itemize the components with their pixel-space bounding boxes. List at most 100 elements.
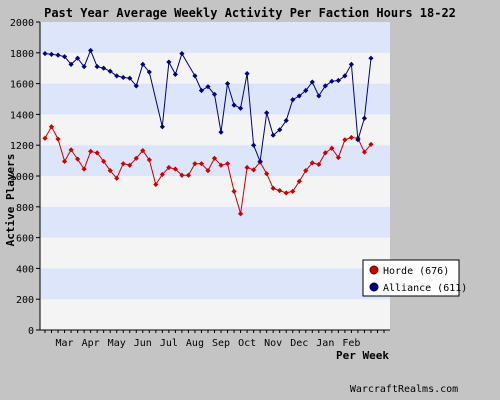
data-point-horde — [211, 155, 218, 161]
data-point-alliance — [322, 83, 328, 89]
data-point-horde — [48, 124, 55, 130]
data-point-alliance — [68, 61, 74, 67]
data-point-horde — [120, 161, 126, 167]
data-point-alliance — [361, 115, 368, 121]
data-point-alliance — [283, 117, 289, 124]
data-point-alliance — [290, 97, 296, 103]
x-tick-label: Mar — [56, 338, 74, 349]
y-tick-label: 2000 — [10, 18, 34, 29]
data-point-horde — [127, 162, 133, 168]
legend-marker-horde — [369, 265, 379, 275]
x-axis-ticks: Mar Apr May Jun Jul Aug Sep Oct Nov Dec Jan Feb — [44, 330, 385, 349]
y-tick-label: 200 — [16, 295, 34, 306]
data-point-alliance — [296, 93, 302, 99]
data-point-horde — [74, 156, 81, 162]
data-point-horde — [172, 166, 178, 172]
data-point-horde — [107, 168, 113, 174]
x-axis-label: Per Week — [336, 349, 389, 362]
data-point-alliance — [74, 55, 81, 61]
data-point-horde — [329, 145, 335, 151]
data-point-horde — [237, 211, 244, 217]
y-tick-label: 0 — [28, 326, 34, 337]
data-point-alliance — [146, 69, 152, 75]
data-point-alliance — [270, 132, 276, 138]
data-point-horde — [303, 168, 309, 174]
data-point-alliance — [172, 71, 178, 77]
data-point-alliance — [316, 93, 322, 99]
data-point-horde — [231, 188, 237, 194]
x-tick-label: Nov — [264, 338, 282, 349]
data-point-horde — [94, 150, 100, 156]
y-tick-label: 1200 — [10, 141, 34, 152]
data-point-alliance — [244, 70, 250, 77]
data-point-alliance — [61, 54, 68, 60]
data-point-alliance — [133, 83, 139, 89]
grid-band — [40, 299, 390, 330]
data-point-alliance — [231, 102, 237, 108]
data-point-horde — [322, 150, 328, 156]
data-point-horde — [179, 172, 185, 178]
x-tick-label: Apr — [82, 338, 100, 349]
data-point-alliance — [42, 50, 48, 57]
data-point-alliance — [368, 55, 374, 61]
data-point-horde — [218, 162, 224, 168]
data-point-horde — [296, 178, 302, 184]
data-point-alliance — [348, 61, 355, 67]
data-point-alliance — [101, 65, 107, 71]
data-point-alliance — [342, 73, 348, 79]
data-point-horde — [68, 147, 74, 153]
data-point-alliance — [237, 105, 244, 111]
grid-band — [40, 114, 390, 146]
data-point-horde — [335, 154, 341, 161]
axes — [39, 22, 390, 331]
data-point-alliance — [192, 73, 198, 79]
data-point-alliance — [257, 158, 263, 164]
data-point-alliance — [127, 75, 133, 81]
data-point-alliance — [48, 51, 55, 57]
data-point-alliance — [355, 137, 361, 143]
data-point-horde — [309, 160, 315, 166]
data-point-alliance — [329, 78, 335, 84]
data-point-alliance — [114, 73, 120, 79]
data-point-alliance — [309, 79, 315, 85]
y-axis-label: Active Players — [4, 154, 17, 247]
data-point-alliance — [179, 50, 185, 57]
data-point-alliance — [211, 91, 218, 97]
data-point-alliance — [224, 81, 231, 87]
chart-title: Past Year Average Weekly Activity Per Fa… — [44, 6, 456, 20]
legend-marker-alliance — [369, 282, 379, 292]
data-point-alliance — [277, 127, 283, 133]
data-point-alliance — [81, 64, 87, 70]
y-tick-label: 1600 — [10, 80, 34, 91]
grid-band — [40, 206, 390, 238]
data-point-alliance — [303, 87, 309, 94]
y-tick-label: 1400 — [10, 110, 34, 121]
data-point-horde — [192, 161, 198, 167]
x-tick-label: Jun — [134, 338, 152, 349]
data-point-horde — [159, 171, 165, 178]
data-point-horde — [101, 158, 107, 164]
x-tick-label: Feb — [342, 338, 360, 349]
legend-box — [362, 259, 460, 297]
data-point-horde — [342, 137, 348, 143]
data-point-alliance — [264, 110, 270, 116]
data-point-horde — [224, 161, 231, 167]
x-tick-label: Aug — [186, 338, 204, 349]
x-tick-label: Dec — [290, 338, 308, 349]
y-axis-ticks: 0 200 400 600 800 1000 1200 1400 1600 1800 2000 — [10, 18, 40, 337]
legend: Horde (676) Alliance (611) — [362, 259, 467, 297]
data-point-horde — [270, 185, 276, 191]
grid-band — [40, 145, 390, 176]
data-point-alliance — [198, 87, 205, 94]
data-point-alliance — [55, 52, 61, 58]
series-lines — [42, 47, 374, 217]
y-tick-label: 1000 — [10, 172, 34, 183]
data-point-horde — [316, 161, 322, 168]
data-point-horde — [88, 148, 94, 154]
grid-band — [40, 268, 390, 300]
data-point-horde — [133, 155, 139, 161]
data-point-alliance — [88, 47, 94, 54]
x-tick-label: Jul — [160, 338, 178, 349]
data-point-alliance — [251, 142, 257, 148]
